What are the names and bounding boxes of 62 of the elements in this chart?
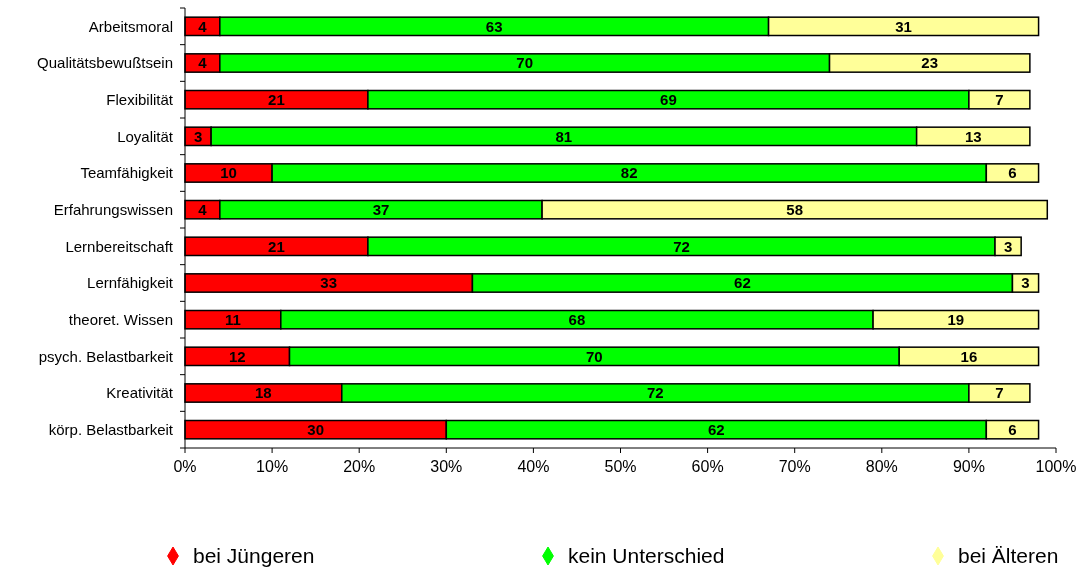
y-tick-label: Flexibilität <box>106 90 174 108</box>
data-label: 3 <box>1003 237 1013 255</box>
data-label: 62 <box>734 274 751 292</box>
y-tick-label: Loyalität <box>117 127 174 145</box>
data-label: 69 <box>660 90 677 108</box>
y-tick-label: Erfahrungswissen <box>53 200 173 218</box>
y-tick-label: Lernbereitschaft <box>65 237 174 255</box>
x-tick-label: 40% <box>517 458 550 475</box>
data-label: 70 <box>516 54 534 72</box>
data-label: 58 <box>786 200 804 218</box>
x-tick-label: 10% <box>256 458 289 475</box>
legend-label: bei Älteren <box>958 544 1059 568</box>
x-tick-label: 50% <box>604 458 637 475</box>
x-tick-label: 90% <box>952 458 985 475</box>
data-label: 3 <box>1021 274 1030 292</box>
x-tick-label: 100% <box>1035 458 1077 475</box>
x-tick-label: 20% <box>343 458 376 475</box>
data-label: 7 <box>995 90 1004 108</box>
y-tick-label: körp. Belastbarkeit <box>48 420 174 438</box>
data-label: 18 <box>255 384 272 402</box>
data-label: 72 <box>673 237 690 255</box>
data-label: 4 <box>198 54 208 72</box>
x-tick-label: 30% <box>430 458 463 475</box>
data-label: 31 <box>895 17 912 35</box>
data-label: 6 <box>1008 420 1017 438</box>
legend-label: bei Jüngeren <box>193 544 315 568</box>
data-label: 23 <box>921 54 939 72</box>
data-label: 7 <box>995 384 1004 402</box>
data-label: 62 <box>707 420 725 438</box>
y-tick-label: Lernfähigkeit <box>87 274 174 292</box>
y-tick-label: psych. Belastbarkeit <box>38 347 174 365</box>
x-tick-label: 60% <box>691 458 724 475</box>
data-label: 4 <box>198 17 208 35</box>
data-label: 81 <box>555 127 573 145</box>
data-label: 70 <box>586 347 603 365</box>
y-tick-label: Teamfähigkeit <box>80 164 174 182</box>
y-tick-label: Qualitätsbewußtsein <box>37 54 173 72</box>
data-label: 72 <box>647 384 664 402</box>
data-label: 82 <box>620 164 638 182</box>
data-label: 13 <box>964 127 982 145</box>
data-label: 21 <box>268 90 285 108</box>
data-label: 11 <box>224 310 241 328</box>
data-label: 3 <box>193 127 203 145</box>
x-tick-label: 70% <box>778 458 811 475</box>
data-label: 16 <box>960 347 978 365</box>
y-tick-label: Kreativität <box>106 384 174 402</box>
x-tick-label: 0% <box>173 458 197 475</box>
data-label: 21 <box>268 237 285 255</box>
data-label: 10 <box>220 164 237 182</box>
data-label: 63 <box>485 17 503 35</box>
data-label: 4 <box>198 200 208 218</box>
data-label: 12 <box>228 347 246 365</box>
y-tick-label: theoret. Wissen <box>68 310 173 328</box>
x-tick-label: 80% <box>865 458 898 475</box>
legend-label: kein Unterschied <box>568 544 725 568</box>
data-label: 30 <box>307 420 324 438</box>
data-label: 68 <box>568 310 586 328</box>
data-label: 33 <box>320 274 338 292</box>
data-label: 37 <box>372 200 390 218</box>
data-label: 6 <box>1008 164 1017 182</box>
data-label: 19 <box>947 310 965 328</box>
y-tick-label: Arbeitsmoral <box>88 17 173 35</box>
